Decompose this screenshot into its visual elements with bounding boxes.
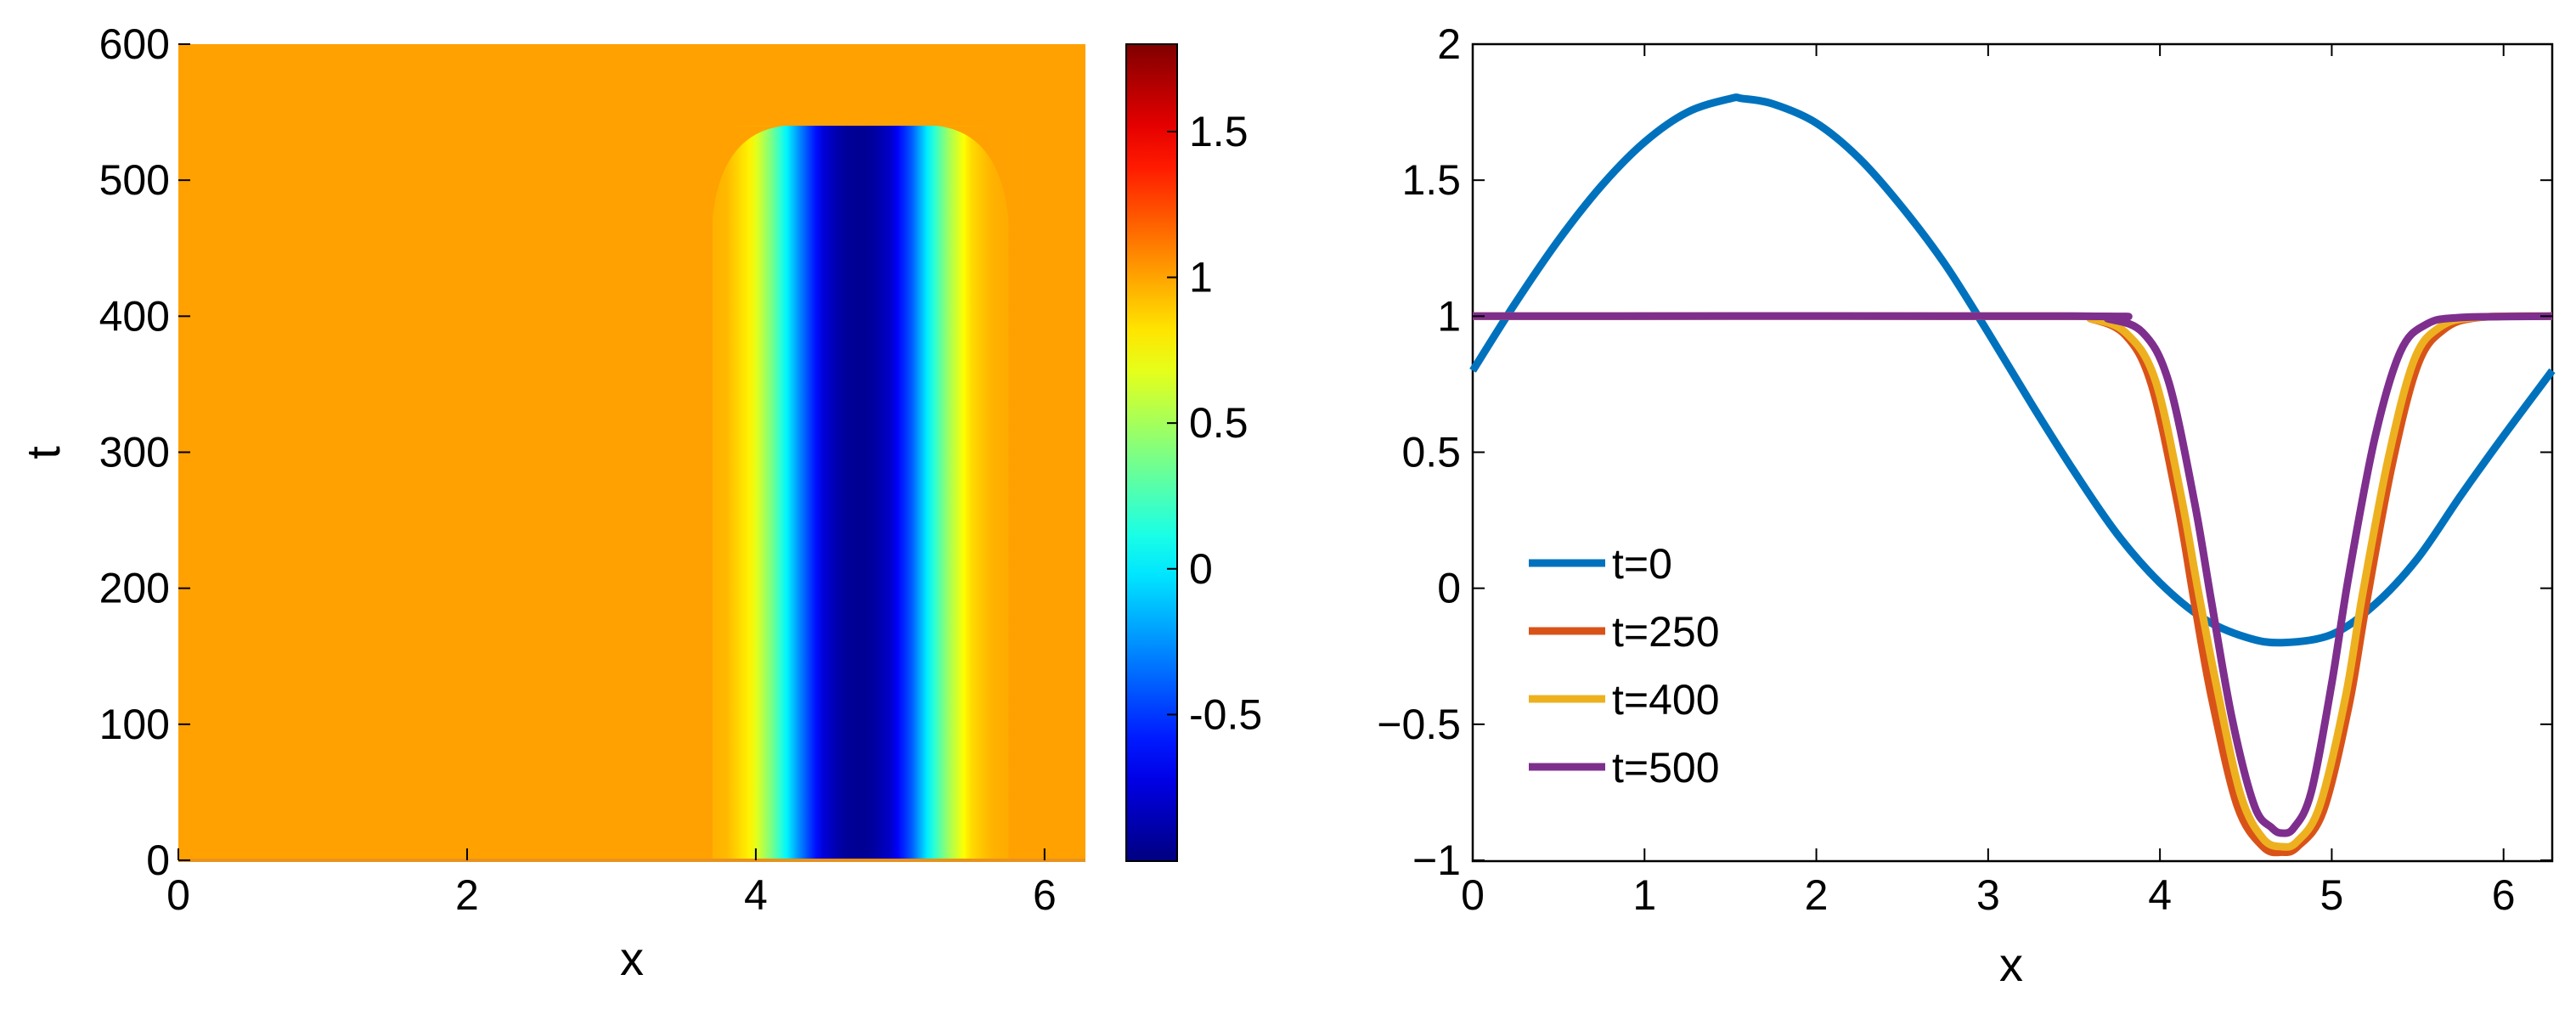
heatmap-y-tick-label: 100 <box>99 701 170 748</box>
colorbar-tick-label: -0.5 <box>1189 690 1262 738</box>
colorbar-tick-label: 1 <box>1189 254 1213 301</box>
heatmap-y-tick-label: 200 <box>99 565 170 612</box>
heatmap-y-tick-label: 600 <box>99 20 170 68</box>
line-series-group <box>1469 93 2556 857</box>
series-line-t-0 <box>1469 93 2556 647</box>
line-x-tick-label: 5 <box>2320 871 2344 919</box>
heatmap-y-ticks: 0 100 200 300 400 500 600 <box>99 20 190 884</box>
colorbar-tick-label: 0.5 <box>1189 399 1249 447</box>
heatmap-panel: 0 2 4 6 0 100 200 300 400 500 600 x t <box>16 20 1085 985</box>
heatmap-trough-cap <box>712 126 1009 220</box>
line-y-tick-label: 2 <box>1437 20 1461 68</box>
line-x-tick-label: 6 <box>2492 871 2516 919</box>
heatmap-x-axis-label: x <box>620 932 644 985</box>
line-y-tick-label: −1 <box>1412 837 1461 884</box>
line-y-tick-label: 0.5 <box>1401 429 1461 476</box>
line-y-tick-label: 0 <box>1437 565 1461 612</box>
legend-label: t=400 <box>1612 676 1720 724</box>
colorbar-tick-label: 1.5 <box>1189 108 1249 155</box>
heatmap-x-tick-label: 4 <box>744 871 768 919</box>
heatmap-y-tick-label: 300 <box>99 429 170 476</box>
colorbar-ticks: -0.5 0 0.5 1 1.5 <box>1167 108 1262 738</box>
heatmap-y-tick-label: 400 <box>99 292 170 340</box>
heatmap-y-tick-label: 500 <box>99 156 170 204</box>
colorbar-gradient <box>1125 43 1178 862</box>
heatmap-x-tick-label: 2 <box>455 871 479 919</box>
heatmap-x-tick-label: 6 <box>1033 871 1057 919</box>
legend: t=0 t=250 t=400 t=500 <box>1529 540 1720 791</box>
colorbar: -0.5 0 0.5 1 1.5 <box>1125 43 1262 862</box>
heatmap-x-tick-label: 0 <box>166 871 190 919</box>
legend-label: t=500 <box>1612 744 1720 791</box>
colorbar-tick-label: 0 <box>1189 545 1213 593</box>
line-x-axis-label: x <box>1999 938 2023 991</box>
line-x-tick-label: 1 <box>1632 871 1656 919</box>
line-y-tick-label: 1 <box>1437 292 1461 340</box>
heatmap-trough <box>712 126 1009 861</box>
line-y-tick-label: −0.5 <box>1377 701 1461 748</box>
line-y-ticks: −1 −0.5 0 0.5 1 1.5 2 <box>1377 20 2552 884</box>
heatmap-y-axis-label: t <box>16 446 70 459</box>
legend-label: t=0 <box>1612 540 1672 588</box>
heatmap-y-tick-label: 0 <box>146 837 170 884</box>
legend-label: t=250 <box>1612 608 1720 656</box>
line-x-tick-label: 2 <box>1805 871 1829 919</box>
line-x-tick-label: 0 <box>1461 871 1485 919</box>
line-x-ticks: 0 1 2 3 4 5 6 <box>1461 44 2516 919</box>
line-y-tick-label: 1.5 <box>1401 156 1461 204</box>
heatmap-x-ticks: 0 2 4 6 <box>166 848 1057 919</box>
line-x-tick-label: 4 <box>2148 871 2172 919</box>
series-line-t-500 <box>1472 312 2553 837</box>
line-x-tick-label: 3 <box>1976 871 2000 919</box>
